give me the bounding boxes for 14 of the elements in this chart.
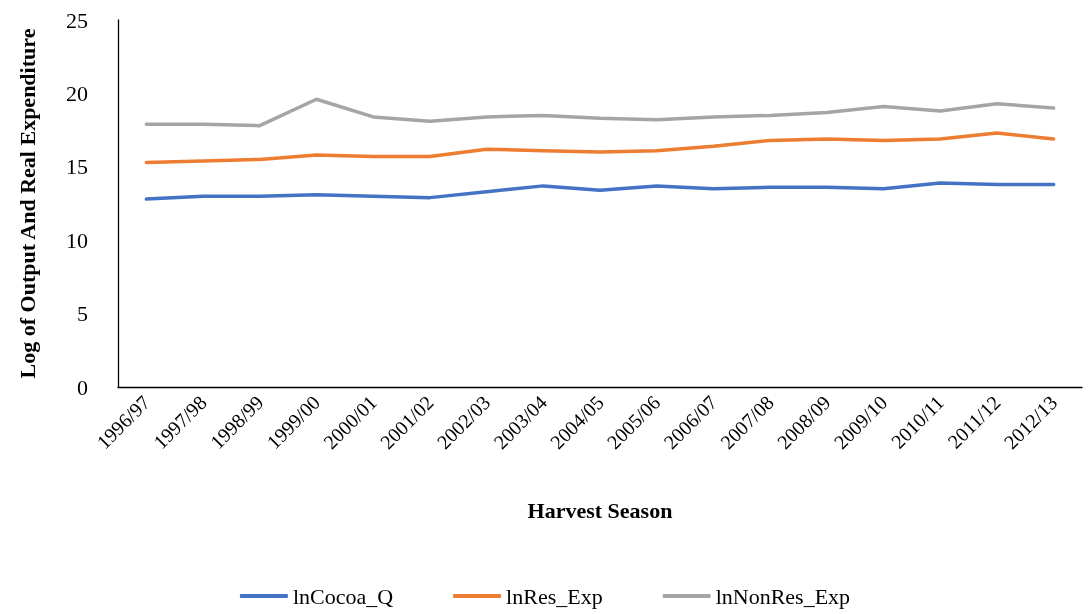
y-axis-title: Log of Output And Real Expenditure (14, 28, 40, 379)
y-tick-label: 15 (66, 154, 88, 180)
y-tick-label: 10 (66, 227, 88, 253)
y-tick-label: 25 (66, 7, 88, 33)
legend-label: lnCocoa_Q (292, 583, 394, 609)
line-series (144, 97, 1056, 128)
line-series (144, 181, 1056, 201)
legend-label: lnNonRes_Exp (715, 583, 851, 609)
y-tick-label: 5 (77, 301, 88, 327)
y-tick-label: 20 (66, 80, 88, 106)
line-series (144, 131, 1056, 165)
x-axis-title: Harvest Season (527, 497, 673, 523)
legend-label: lnRes_Exp (506, 583, 603, 609)
y-tick-label: 0 (77, 374, 88, 400)
